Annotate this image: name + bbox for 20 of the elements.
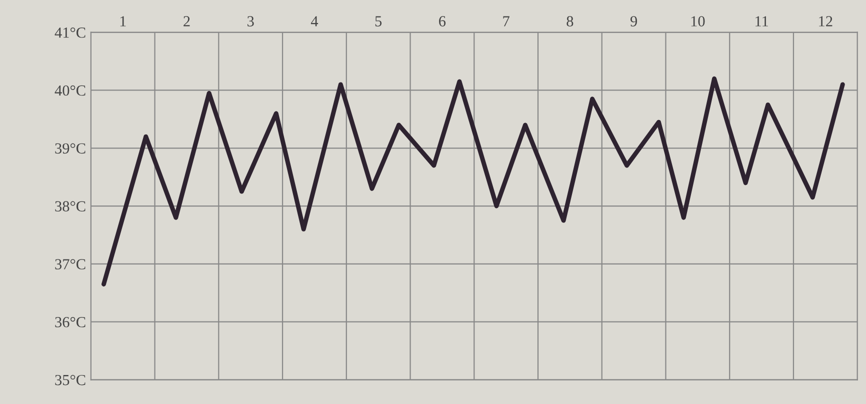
x-tick-label: 9 [630, 16, 637, 26]
y-tick-label: 39°C [55, 143, 86, 154]
y-tick-label: 36°C [55, 316, 86, 328]
x-tick-label: 5 [375, 16, 382, 26]
x-tick-label: 7 [503, 16, 510, 26]
y-tick-label: 38°C [55, 201, 86, 212]
x-tick-label: 2 [184, 16, 190, 26]
x-tick-label: 1 [120, 16, 126, 26]
x-tick-label: 8 [566, 16, 574, 26]
y-tick-label: 35°C [55, 374, 86, 386]
x-tick-label: 10 [691, 16, 705, 26]
y-tick-label: 41°C [54, 27, 86, 38]
x-tick-label: 3 [248, 16, 254, 26]
x-tick-label: 6 [439, 16, 446, 26]
x-tick-label: 12 [819, 16, 832, 26]
y-tick-label: 40°C [54, 85, 86, 96]
line-series [101, 76, 845, 286]
x-tick-label: 11 [756, 16, 768, 26]
y-tick-label: 37°C [55, 259, 86, 270]
x-tick-label: 4 [310, 16, 318, 26]
